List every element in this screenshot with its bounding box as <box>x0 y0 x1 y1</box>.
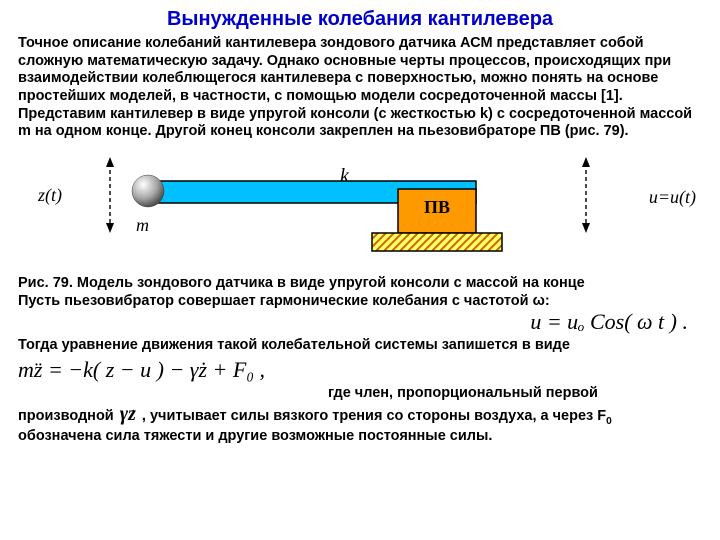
u-of-t-label: u=u(t) <box>649 187 696 208</box>
cantilever-diagram: ПВ <box>78 149 618 269</box>
equation-1: u = uₒ Cos( ω t ) . <box>18 309 702 335</box>
z-of-t-label: z(t) <box>38 185 62 206</box>
pv-label: ПВ <box>424 197 450 217</box>
gamma-z-dot-symbol: γz. <box>118 402 138 426</box>
figure-79: z(t) m u=u(t) <box>18 143 702 269</box>
page-title: Вынужденные колебания кантилевера <box>18 8 702 31</box>
equation-2: mz̈ = −k( z − u ) − γż + F₀ , <box>18 357 702 383</box>
figure-caption: Рис. 79. Модель зондового датчика в виде… <box>18 275 702 291</box>
paragraph-1: Точное описание колебаний кантилевера зо… <box>18 35 702 141</box>
paragraph-3: Тогда уравнение движения такой колебател… <box>18 337 702 355</box>
paragraph-4: где член, пропорциональный первой произв… <box>18 385 702 447</box>
